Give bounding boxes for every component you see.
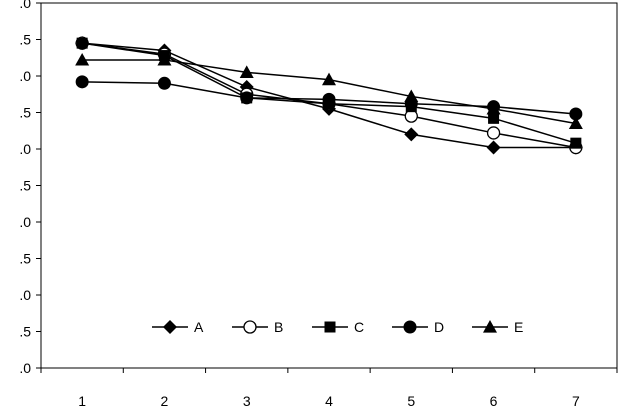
- data-point-d: [240, 91, 254, 105]
- x-tick-label: 6: [490, 393, 498, 409]
- data-point-d: [569, 107, 583, 121]
- legend-item-d: D: [392, 319, 444, 335]
- data-point-d: [75, 75, 89, 89]
- y-tick-label: .5: [19, 178, 31, 194]
- legend-item-c: C: [312, 319, 364, 335]
- y-tick-label: .5: [19, 32, 31, 48]
- data-point-a: [404, 127, 419, 142]
- x-tick-label: 7: [572, 393, 580, 409]
- legend-marker-b: [243, 320, 257, 334]
- legend-marker-e: [483, 320, 497, 333]
- x-axis: 1 2 3 4 5 6 7: [40, 368, 618, 409]
- plot-area-frame: [40, 2, 618, 369]
- legend-label-e: E: [514, 319, 523, 335]
- series-layer: [75, 36, 583, 155]
- x-tick-label: 1: [78, 393, 86, 409]
- y-tick-label: .0: [19, 68, 31, 84]
- y-axis: .0 .5 .0 .5 .0 .5 .0 .5 .0 .5 .0: [19, 0, 41, 376]
- y-tick-label: .5: [19, 324, 31, 340]
- data-point-e: [75, 52, 90, 66]
- data-point-c: [488, 112, 500, 124]
- data-point-d: [157, 76, 171, 90]
- x-tick-label: 4: [325, 393, 333, 409]
- data-point-b: [486, 126, 501, 140]
- data-point-a: [486, 140, 501, 155]
- x-tick-label: 2: [161, 393, 169, 409]
- y-tick-label: .0: [19, 287, 31, 303]
- y-tick-label: .0: [19, 141, 31, 157]
- x-tick-label: 5: [407, 393, 415, 409]
- legend-marker-a: [163, 320, 177, 334]
- legend-item-a: A: [152, 319, 204, 335]
- data-point-e: [404, 89, 419, 103]
- legend-label-b: B: [274, 319, 283, 335]
- data-point-d: [322, 92, 336, 106]
- series-e: [75, 52, 583, 130]
- legend-marker-d: [403, 320, 417, 334]
- legend-item-b: B: [232, 319, 283, 335]
- legend-item-e: E: [472, 319, 523, 335]
- data-point-e: [157, 52, 172, 66]
- y-tick-label: .0: [19, 214, 31, 230]
- legend-label-c: C: [354, 319, 364, 335]
- legend: A B C D E: [152, 319, 523, 335]
- y-tick-label: .5: [19, 251, 31, 267]
- y-tick-label: .5: [19, 105, 31, 121]
- legend-marker-c: [324, 321, 336, 333]
- data-point-c: [570, 137, 582, 149]
- y-tick-label: .0: [19, 0, 31, 11]
- data-point-e: [239, 65, 254, 78]
- data-point-e: [322, 72, 336, 86]
- data-point-e: [568, 116, 583, 130]
- y-tick-label: .0: [19, 360, 31, 376]
- legend-label-d: D: [434, 319, 444, 335]
- data-point-c: [76, 37, 88, 49]
- legend-label-a: A: [194, 319, 204, 335]
- data-point-e: [486, 101, 501, 115]
- x-tick-label: 3: [243, 393, 251, 409]
